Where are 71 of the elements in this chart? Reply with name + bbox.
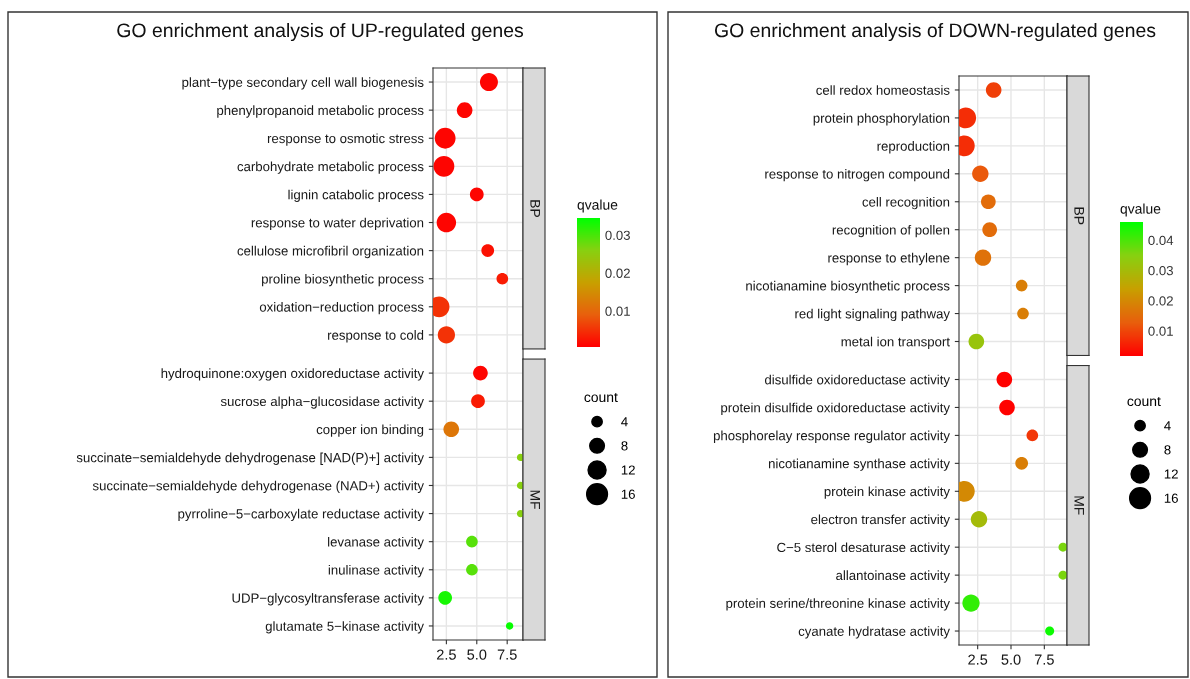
legend-label: 12 <box>1164 469 1178 479</box>
x-tick-label: 2.5 <box>968 654 988 665</box>
y-tick-label: response to nitrogen compound <box>765 169 950 182</box>
color-bar-title: qvalue <box>577 199 618 213</box>
y-tick-label: phenylpropanoid metabolic process <box>217 105 424 118</box>
y-tick-label: recognition of pollen <box>832 224 950 238</box>
y-tick-label: oxidation−reduction process <box>259 302 424 315</box>
chart-title: GO enrichment analysis of UP-regulated genes <box>117 22 524 42</box>
y-tick-label: protein disulfide oxidoreductase activity <box>721 402 950 415</box>
x-tick-label: 7.5 <box>497 649 517 660</box>
y-tick-label: hydroquinone:oxygen oxidoreductase activity <box>161 368 424 381</box>
text: MF <box>530 490 540 509</box>
color-bar-label: 0.03 <box>1148 265 1173 276</box>
x-tick-label: 7.5 <box>1034 654 1054 665</box>
y-tick-label: C−5 sterol desaturase activity <box>777 542 950 555</box>
y-tick-label: response to water deprivation <box>251 217 424 231</box>
y-tick-label: electron transfer activity <box>811 514 950 527</box>
y-tick-label: disulfide oxidoreductase activity <box>764 374 950 388</box>
y-tick-label: cellulose microfibril organization <box>237 245 424 259</box>
legend-title: count <box>1127 396 1161 407</box>
y-tick-label: succinate−semialdehyde dehydrogenase (NAD+) activity <box>92 480 424 493</box>
y-tick-label: allantoinase activity <box>836 570 950 583</box>
color-bar-label: 0.02 <box>605 268 630 278</box>
x-tick-label: 5.0 <box>1001 654 1021 665</box>
y-tick-label: protein phosphorylation <box>813 113 950 126</box>
y-tick-label: copper ion binding <box>316 424 424 437</box>
y-tick-label: succinate−semialdehyde dehydrogenase [NAD(P)+] activity <box>76 452 424 465</box>
y-tick-label: inulinase activity <box>328 564 424 578</box>
text: BP <box>1074 207 1084 225</box>
x-tick-label: 5.0 <box>467 649 487 660</box>
y-tick-label: lignin catabolic process <box>288 189 424 202</box>
y-tick-label: protein kinase activity <box>824 486 950 499</box>
y-tick-label: sucrose alpha−glucosidase activity <box>220 396 424 409</box>
y-tick-label: cell redox homeostasis <box>816 85 950 95</box>
color-bar-label: 0.03 <box>605 230 630 240</box>
y-tick-label: phosphorelay response regulator activity <box>713 430 950 443</box>
color-bar-label: 0.04 <box>1148 235 1174 246</box>
y-tick-label: cell recognition <box>862 196 950 210</box>
color-bar-label: 0.01 <box>605 306 630 316</box>
y-tick-label: pyrroline−5−carboxylate reductase activity <box>178 508 424 522</box>
legend-label: 8 <box>621 441 628 451</box>
y-tick-label: response to ethylene <box>828 252 950 266</box>
y-tick-label: proline biosynthetic process <box>262 273 424 287</box>
y-tick-label: nicotianamine synthase activity <box>768 458 950 471</box>
y-tick-label: glutamate 5−kinase activity <box>265 621 424 634</box>
y-tick-label: response to osmotic stress <box>267 133 424 146</box>
text: MF <box>1074 496 1084 515</box>
text: BP <box>530 200 540 217</box>
legend-label: 16 <box>1164 493 1178 503</box>
y-tick-label: reproduction <box>877 141 950 154</box>
y-tick-label: metal ion transport <box>841 336 950 350</box>
y-tick-label: UDP−glycosyltransferase activity <box>232 593 424 606</box>
legend-label: 16 <box>621 489 635 499</box>
y-tick-label: levanase activity <box>328 536 424 550</box>
legend-label: 12 <box>621 465 635 475</box>
legend-title: count <box>584 392 618 403</box>
chart-title: GO enrichment analysis of DOWN-regulated genes <box>714 22 1156 42</box>
y-tick-label: plant−type secondary cell wall biogenesis <box>182 77 424 90</box>
color-bar-title: qvalue <box>1120 203 1161 217</box>
y-tick-label: nicotianamine biosynthetic process <box>746 280 950 294</box>
legend-label: 4 <box>1164 421 1171 431</box>
legend-label: 4 <box>621 417 628 427</box>
y-tick-label: cyanate hydratase activity <box>798 626 950 639</box>
y-tick-label: response to cold <box>328 330 424 343</box>
y-tick-label: carbohydrate metabolic process <box>237 161 424 174</box>
y-tick-label: protein serine/threonine kinase activity <box>726 598 950 611</box>
legend-label: 8 <box>1164 445 1171 455</box>
y-tick-label: red light signaling pathway <box>795 308 950 322</box>
color-bar-label: 0.02 <box>1148 296 1173 306</box>
x-tick-label: 2.5 <box>436 649 456 660</box>
color-bar-label: 0.01 <box>1148 326 1173 336</box>
